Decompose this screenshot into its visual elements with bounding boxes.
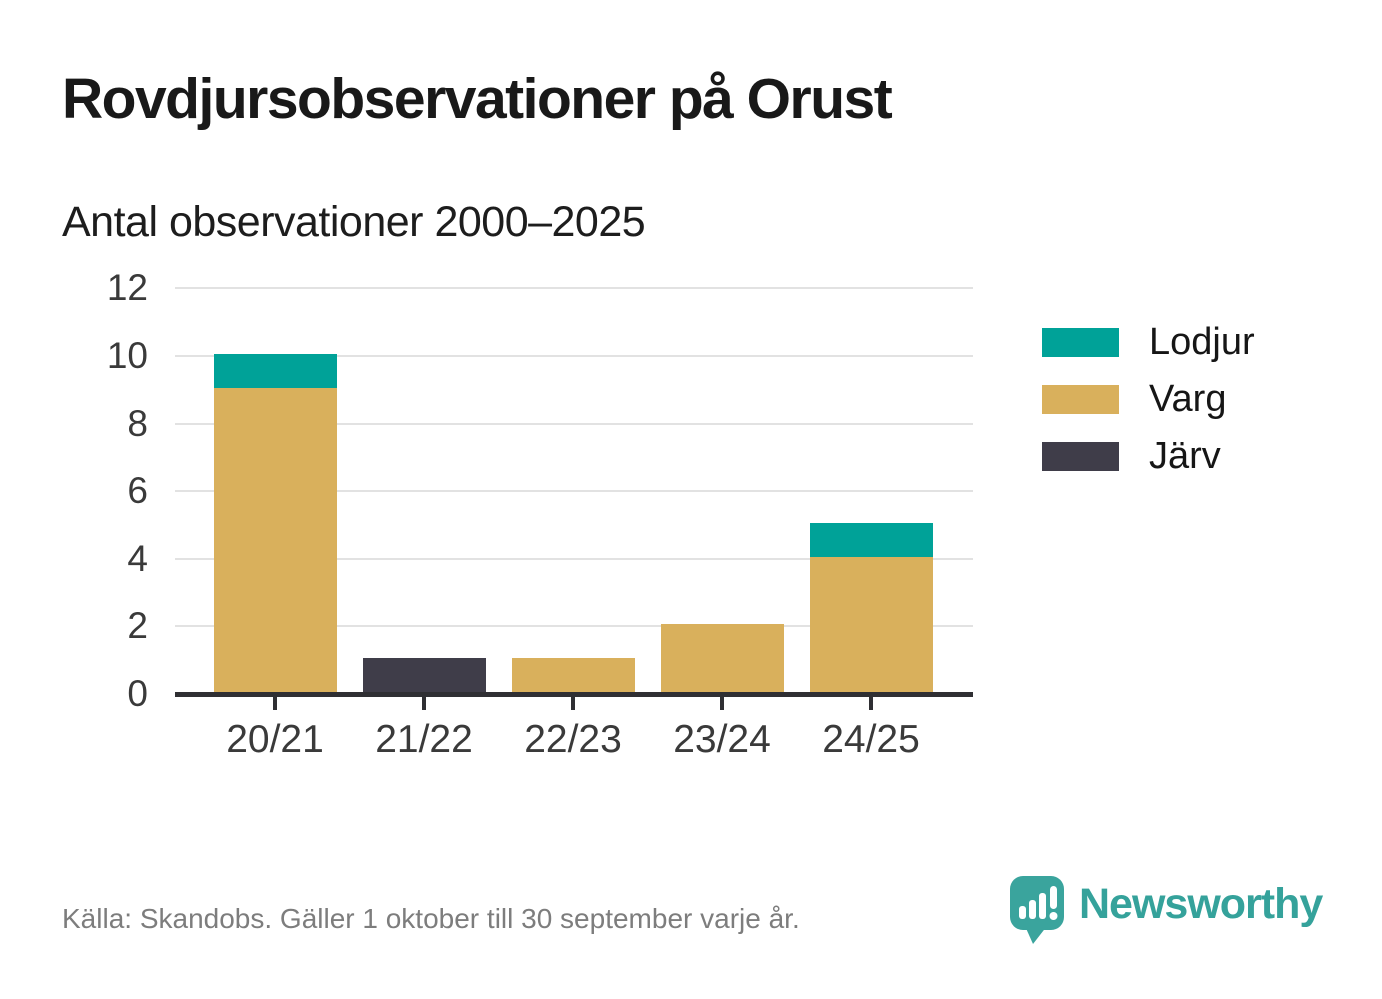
x-tick-label-21/22: 21/22	[375, 718, 473, 761]
x-tick-21/22	[422, 697, 426, 710]
y-tick-label-0: 0	[127, 673, 148, 714]
x-tick-24/25	[869, 697, 873, 710]
legend: Lodjur Varg Järv	[1042, 321, 1255, 477]
gridline-y10	[175, 355, 973, 357]
x-tick-label-20/21: 20/21	[226, 718, 324, 761]
y-tick-label-4: 4	[127, 537, 148, 579]
x-tick-label-23/24: 23/24	[673, 718, 771, 761]
y-tick-label-10: 10	[106, 335, 148, 376]
legend-swatch-varg	[1042, 385, 1119, 414]
legend-label-lodjur: Lodjur	[1149, 321, 1255, 363]
gridline-y4	[175, 557, 973, 560]
bar-segment-varg-22/23	[511, 658, 635, 692]
y-tick-label-2: 2	[127, 605, 148, 647]
newsworthy-wordmark: Newsworthy	[1079, 880, 1323, 928]
bar-segment-varg-24/25	[809, 556, 933, 692]
x-tick-23/24	[720, 697, 724, 710]
chart-subtitle: Antal observationer 2000–2025	[62, 198, 646, 246]
gridline-y8	[175, 422, 973, 425]
x-tick-label-22/23: 22/23	[524, 718, 622, 761]
x-tick-22/23	[571, 697, 575, 710]
legend-label-varg: Varg	[1149, 378, 1227, 420]
bar-segment-varg-23/24	[660, 624, 784, 692]
newsworthy-logo[interactable]: Newsworthy	[1010, 876, 1323, 945]
legend-swatch-jarv	[1042, 442, 1119, 471]
x-axis-line	[175, 692, 973, 697]
chart-title: Rovdjursobservationer på Orust	[62, 67, 893, 131]
bar-segment-järv-21/22	[362, 658, 486, 692]
gridline-y12	[175, 287, 973, 290]
bar-segment-varg-20/21	[213, 387, 337, 692]
newsworthy-logo-icon	[1010, 876, 1064, 944]
bar-segment-lodjur-20/21	[213, 354, 337, 388]
gridline-y2	[175, 625, 973, 628]
legend-item-jarv: Järv	[1042, 435, 1255, 477]
bar-segment-lodjur-24/25	[809, 523, 933, 557]
x-tick-label-24/25: 24/25	[822, 718, 920, 761]
y-tick-label-6: 6	[127, 470, 148, 512]
legend-item-varg: Varg	[1042, 378, 1255, 420]
legend-swatch-lodjur	[1042, 328, 1119, 357]
legend-label-jarv: Järv	[1149, 435, 1221, 477]
source-note: Källa: Skandobs. Gäller 1 oktober till 3…	[62, 903, 800, 934]
legend-item-lodjur: Lodjur	[1042, 321, 1255, 363]
y-tick-label-12: 12	[106, 267, 148, 309]
gridline-y6	[175, 490, 973, 493]
y-tick-label-8: 8	[127, 402, 148, 444]
x-tick-20/21	[273, 697, 277, 710]
